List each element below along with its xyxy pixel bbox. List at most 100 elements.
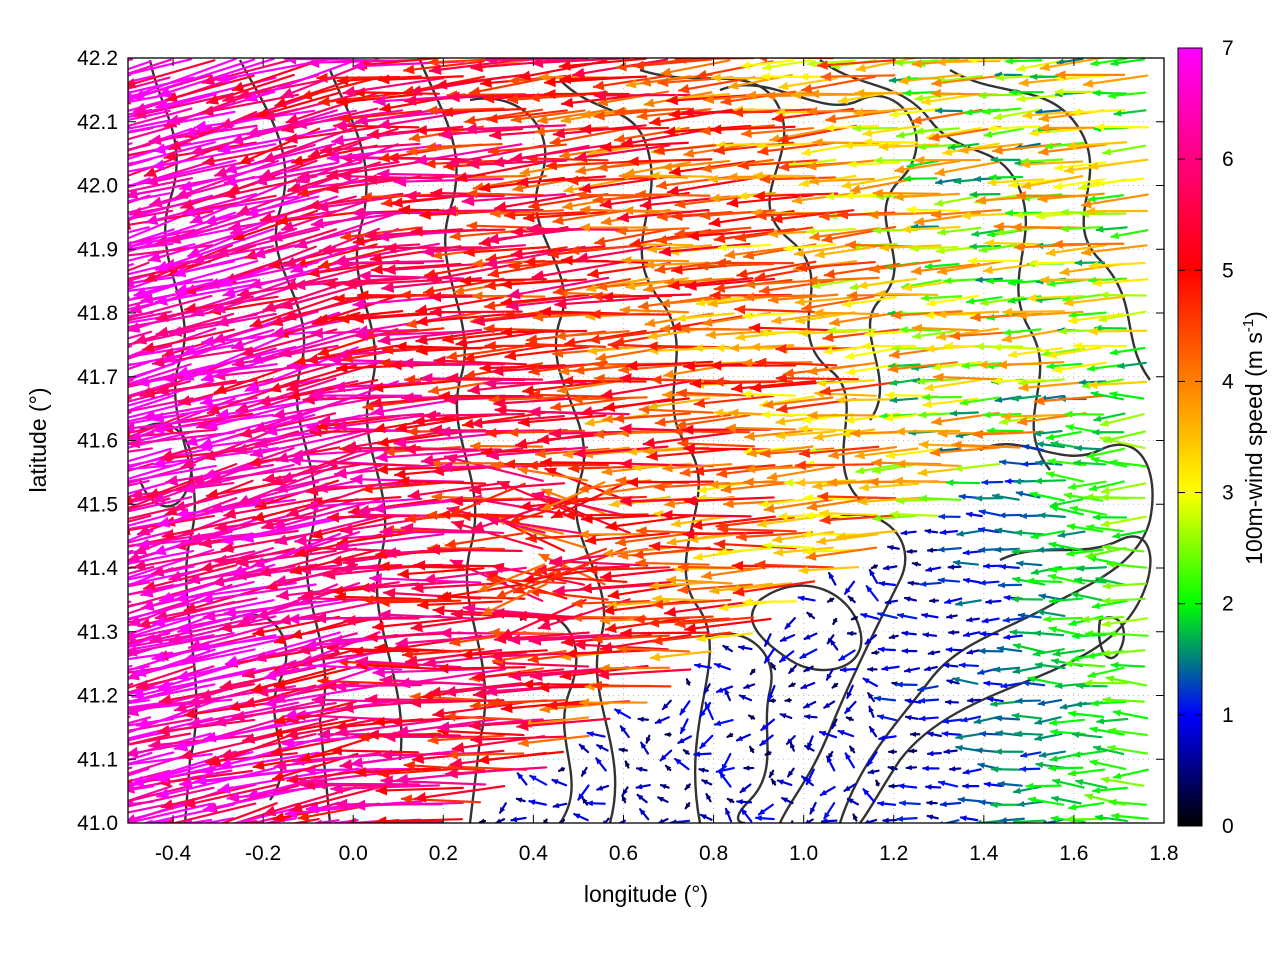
- wind-arrow: [998, 459, 1024, 466]
- wind-arrow: [580, 513, 669, 524]
- wind-arrow: [826, 634, 835, 645]
- wind-arrow: [784, 616, 796, 630]
- wind-arrow: [803, 700, 817, 709]
- wind-arrow: [929, 446, 1001, 457]
- wind-arrow: [596, 668, 692, 680]
- wind-arrow: [795, 478, 857, 487]
- wind-arrow: [377, 328, 483, 346]
- wind-arrow: [693, 663, 712, 669]
- wind-arrow: [352, 799, 464, 811]
- wind-arrow: [983, 127, 1024, 138]
- wind-arrow: [937, 546, 962, 553]
- wind-arrow: [128, 447, 172, 463]
- wind-arrow: [1102, 144, 1147, 156]
- wind-arrow: [739, 783, 752, 794]
- wind-arrow: [996, 645, 1023, 653]
- wind-arrow: [128, 381, 151, 388]
- wind-arrow: [867, 692, 876, 703]
- wind-arrow: [679, 700, 691, 716]
- wind-arrow: [712, 376, 794, 387]
- wind-arrow: [684, 802, 691, 810]
- wind-arrow: [872, 514, 917, 523]
- wind-arrow: [937, 780, 959, 788]
- wind-arrow: [965, 511, 983, 518]
- wind-arrow: [800, 681, 816, 690]
- wind-arrow: [407, 481, 505, 501]
- wind-arrow: [187, 685, 297, 707]
- wind-arrow: [943, 748, 958, 755]
- wind-arrow: [955, 599, 982, 607]
- wind-arrow: [128, 431, 155, 440]
- wind-arrow: [596, 784, 610, 791]
- wind-arrow: [866, 751, 878, 767]
- wind-arrow: [873, 695, 897, 702]
- wind-arrow: [274, 464, 383, 493]
- wind-arrow: [942, 662, 959, 669]
- wind-arrow: [662, 463, 733, 473]
- wind-arrow: [637, 716, 650, 723]
- wind-arrow: [904, 698, 922, 704]
- y-tick-label: 41.6: [77, 430, 118, 453]
- wind-arrow: [128, 330, 153, 340]
- wind-arrow: [1049, 498, 1084, 508]
- wind-arrow: [757, 803, 774, 816]
- wind-arrow: [799, 648, 818, 659]
- wind-arrow: [377, 767, 463, 779]
- wind-arrow: [895, 459, 963, 469]
- wind-arrow: [436, 718, 544, 733]
- wind-arrow: [696, 632, 753, 643]
- wind-arrow: [819, 380, 900, 396]
- wind-arrow: [945, 646, 963, 653]
- wind-arrow: [618, 362, 693, 375]
- wind-arrow: [986, 696, 1004, 703]
- wind-arrow: [919, 580, 942, 588]
- wind-arrow: [128, 381, 176, 398]
- wind-arrow: [911, 323, 979, 333]
- wind-arrow: [794, 460, 875, 471]
- wind-arrow: [128, 261, 150, 272]
- wind-arrow: [978, 509, 1001, 517]
- wind-arrow: [128, 597, 213, 620]
- wind-arrow: [819, 509, 878, 518]
- wind-arrow: [889, 510, 938, 519]
- wind-arrow: [1094, 814, 1129, 823]
- wind-arrow: [749, 668, 756, 676]
- wind-arrow: [128, 802, 212, 823]
- wind-arrow: [862, 788, 876, 803]
- wind-arrow: [1026, 577, 1063, 585]
- wind-arrow: [128, 784, 193, 803]
- wind-arrow: [1037, 698, 1063, 707]
- wind-arrow: [1113, 109, 1147, 117]
- wind-arrow: [578, 529, 648, 540]
- wind-arrow: [183, 783, 278, 809]
- wind-arrow: [993, 666, 1021, 673]
- wind-arrow: [451, 520, 544, 550]
- wind-arrow: [878, 735, 897, 741]
- wind-arrow: [401, 648, 485, 660]
- wind-arrow: [1102, 582, 1147, 590]
- wind-arrow: [242, 717, 339, 744]
- wind-arrow: [922, 397, 979, 409]
- wind-arrow: [828, 571, 837, 586]
- wind-arrow: [922, 765, 940, 772]
- wind-arrow: [1068, 801, 1105, 811]
- wind-arrow: [761, 410, 815, 419]
- wind-arrow: [992, 343, 1042, 352]
- wind-arrow: [1012, 665, 1041, 675]
- wind-arrow: [163, 329, 275, 364]
- wind-arrow: [742, 597, 798, 607]
- wind-arrow: [470, 734, 565, 745]
- wind-arrow: [231, 702, 337, 722]
- wind-arrow: [274, 516, 379, 546]
- x-tick-label: -0.2: [245, 842, 281, 865]
- wind-arrow: [625, 360, 714, 371]
- wind-arrow: [499, 598, 587, 639]
- wind-arrow: [132, 548, 235, 571]
- wind-arrow: [844, 700, 857, 715]
- wind-arrow: [866, 666, 878, 673]
- wind-arrow: [703, 683, 711, 695]
- wind-arrow: [128, 210, 134, 214]
- wind-arrow: [806, 735, 814, 750]
- wind-arrow: [555, 330, 630, 341]
- wind-arrow: [990, 156, 1021, 164]
